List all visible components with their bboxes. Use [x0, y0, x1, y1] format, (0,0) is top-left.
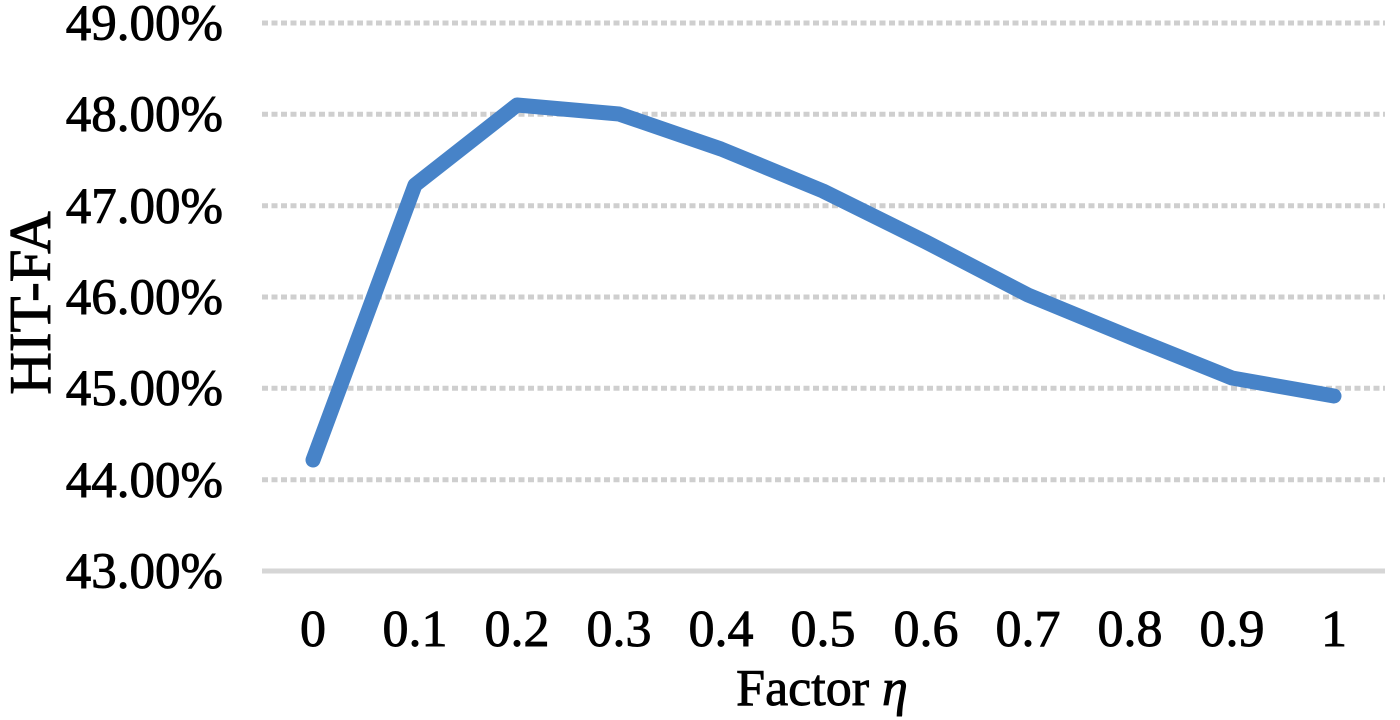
svg-text:Factor η: Factor η: [736, 660, 908, 717]
svg-text:43.00%: 43.00%: [66, 544, 223, 600]
svg-text:1: 1: [1321, 601, 1347, 658]
svg-text:0.3: 0.3: [587, 601, 652, 658]
svg-text:46.00%: 46.00%: [66, 270, 223, 326]
svg-text:HIT-FA: HIT-FA: [0, 211, 63, 395]
svg-text:45.00%: 45.00%: [66, 361, 223, 417]
svg-text:47.00%: 47.00%: [66, 179, 223, 235]
svg-text:48.00%: 48.00%: [66, 87, 223, 143]
svg-text:0.2: 0.2: [485, 601, 550, 658]
svg-text:0: 0: [300, 601, 326, 658]
svg-text:0.5: 0.5: [791, 601, 856, 658]
svg-text:0.1: 0.1: [383, 601, 448, 658]
svg-text:0.7: 0.7: [996, 601, 1061, 658]
svg-text:0.4: 0.4: [689, 601, 754, 658]
svg-text:0.9: 0.9: [1200, 601, 1265, 658]
svg-text:0.8: 0.8: [1098, 601, 1163, 658]
svg-text:0.6: 0.6: [894, 601, 959, 658]
svg-text:44.00%: 44.00%: [66, 453, 223, 509]
svg-text:49.00%: 49.00%: [66, 0, 223, 52]
